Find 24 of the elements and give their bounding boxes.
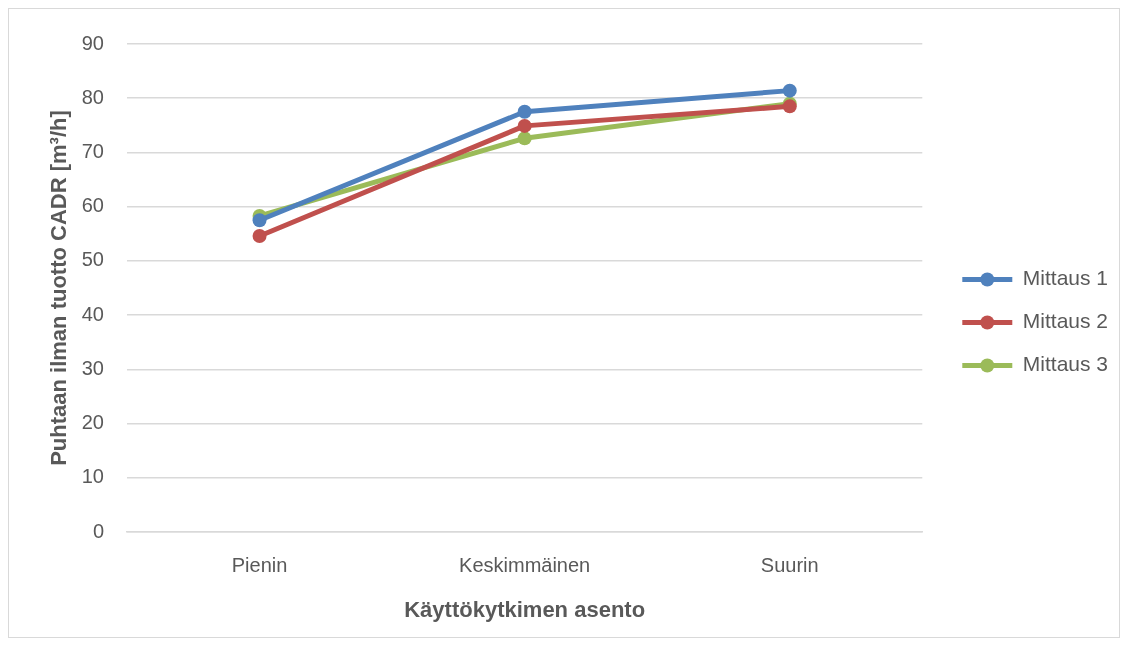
x-tick-label: Keskimmäinen [459, 553, 591, 576]
y-tick-label: 40 [81, 302, 104, 325]
y-tick-label: 30 [81, 356, 104, 379]
legend-label: Mittaus 1 [1022, 266, 1108, 290]
x-tick-label: Pienin [231, 553, 288, 576]
point [252, 228, 267, 243]
legend-label: Mittaus 2 [1022, 309, 1108, 333]
point [782, 83, 797, 98]
y-tick-label: 10 [81, 465, 104, 488]
y-axis-title: Puhtaan ilman tuotto CADR [m³/h] [46, 110, 72, 466]
y-tick-label: 70 [81, 139, 104, 162]
point [517, 104, 532, 119]
y-tick-label: 90 [81, 31, 104, 54]
y-tick-label: 80 [81, 85, 104, 108]
y-tick-label: 60 [81, 194, 104, 217]
x-axis-title: Käyttökytkimen asento [404, 597, 646, 623]
legend-label: Mittaus 3 [1022, 352, 1108, 376]
point [517, 118, 532, 133]
y-tick-label: 50 [81, 248, 104, 271]
y-tick-label: 0 [92, 519, 104, 542]
y-tick-label: 20 [81, 411, 104, 434]
x-tick-label: Suurin [760, 553, 819, 576]
point [517, 131, 532, 146]
point [252, 213, 267, 228]
